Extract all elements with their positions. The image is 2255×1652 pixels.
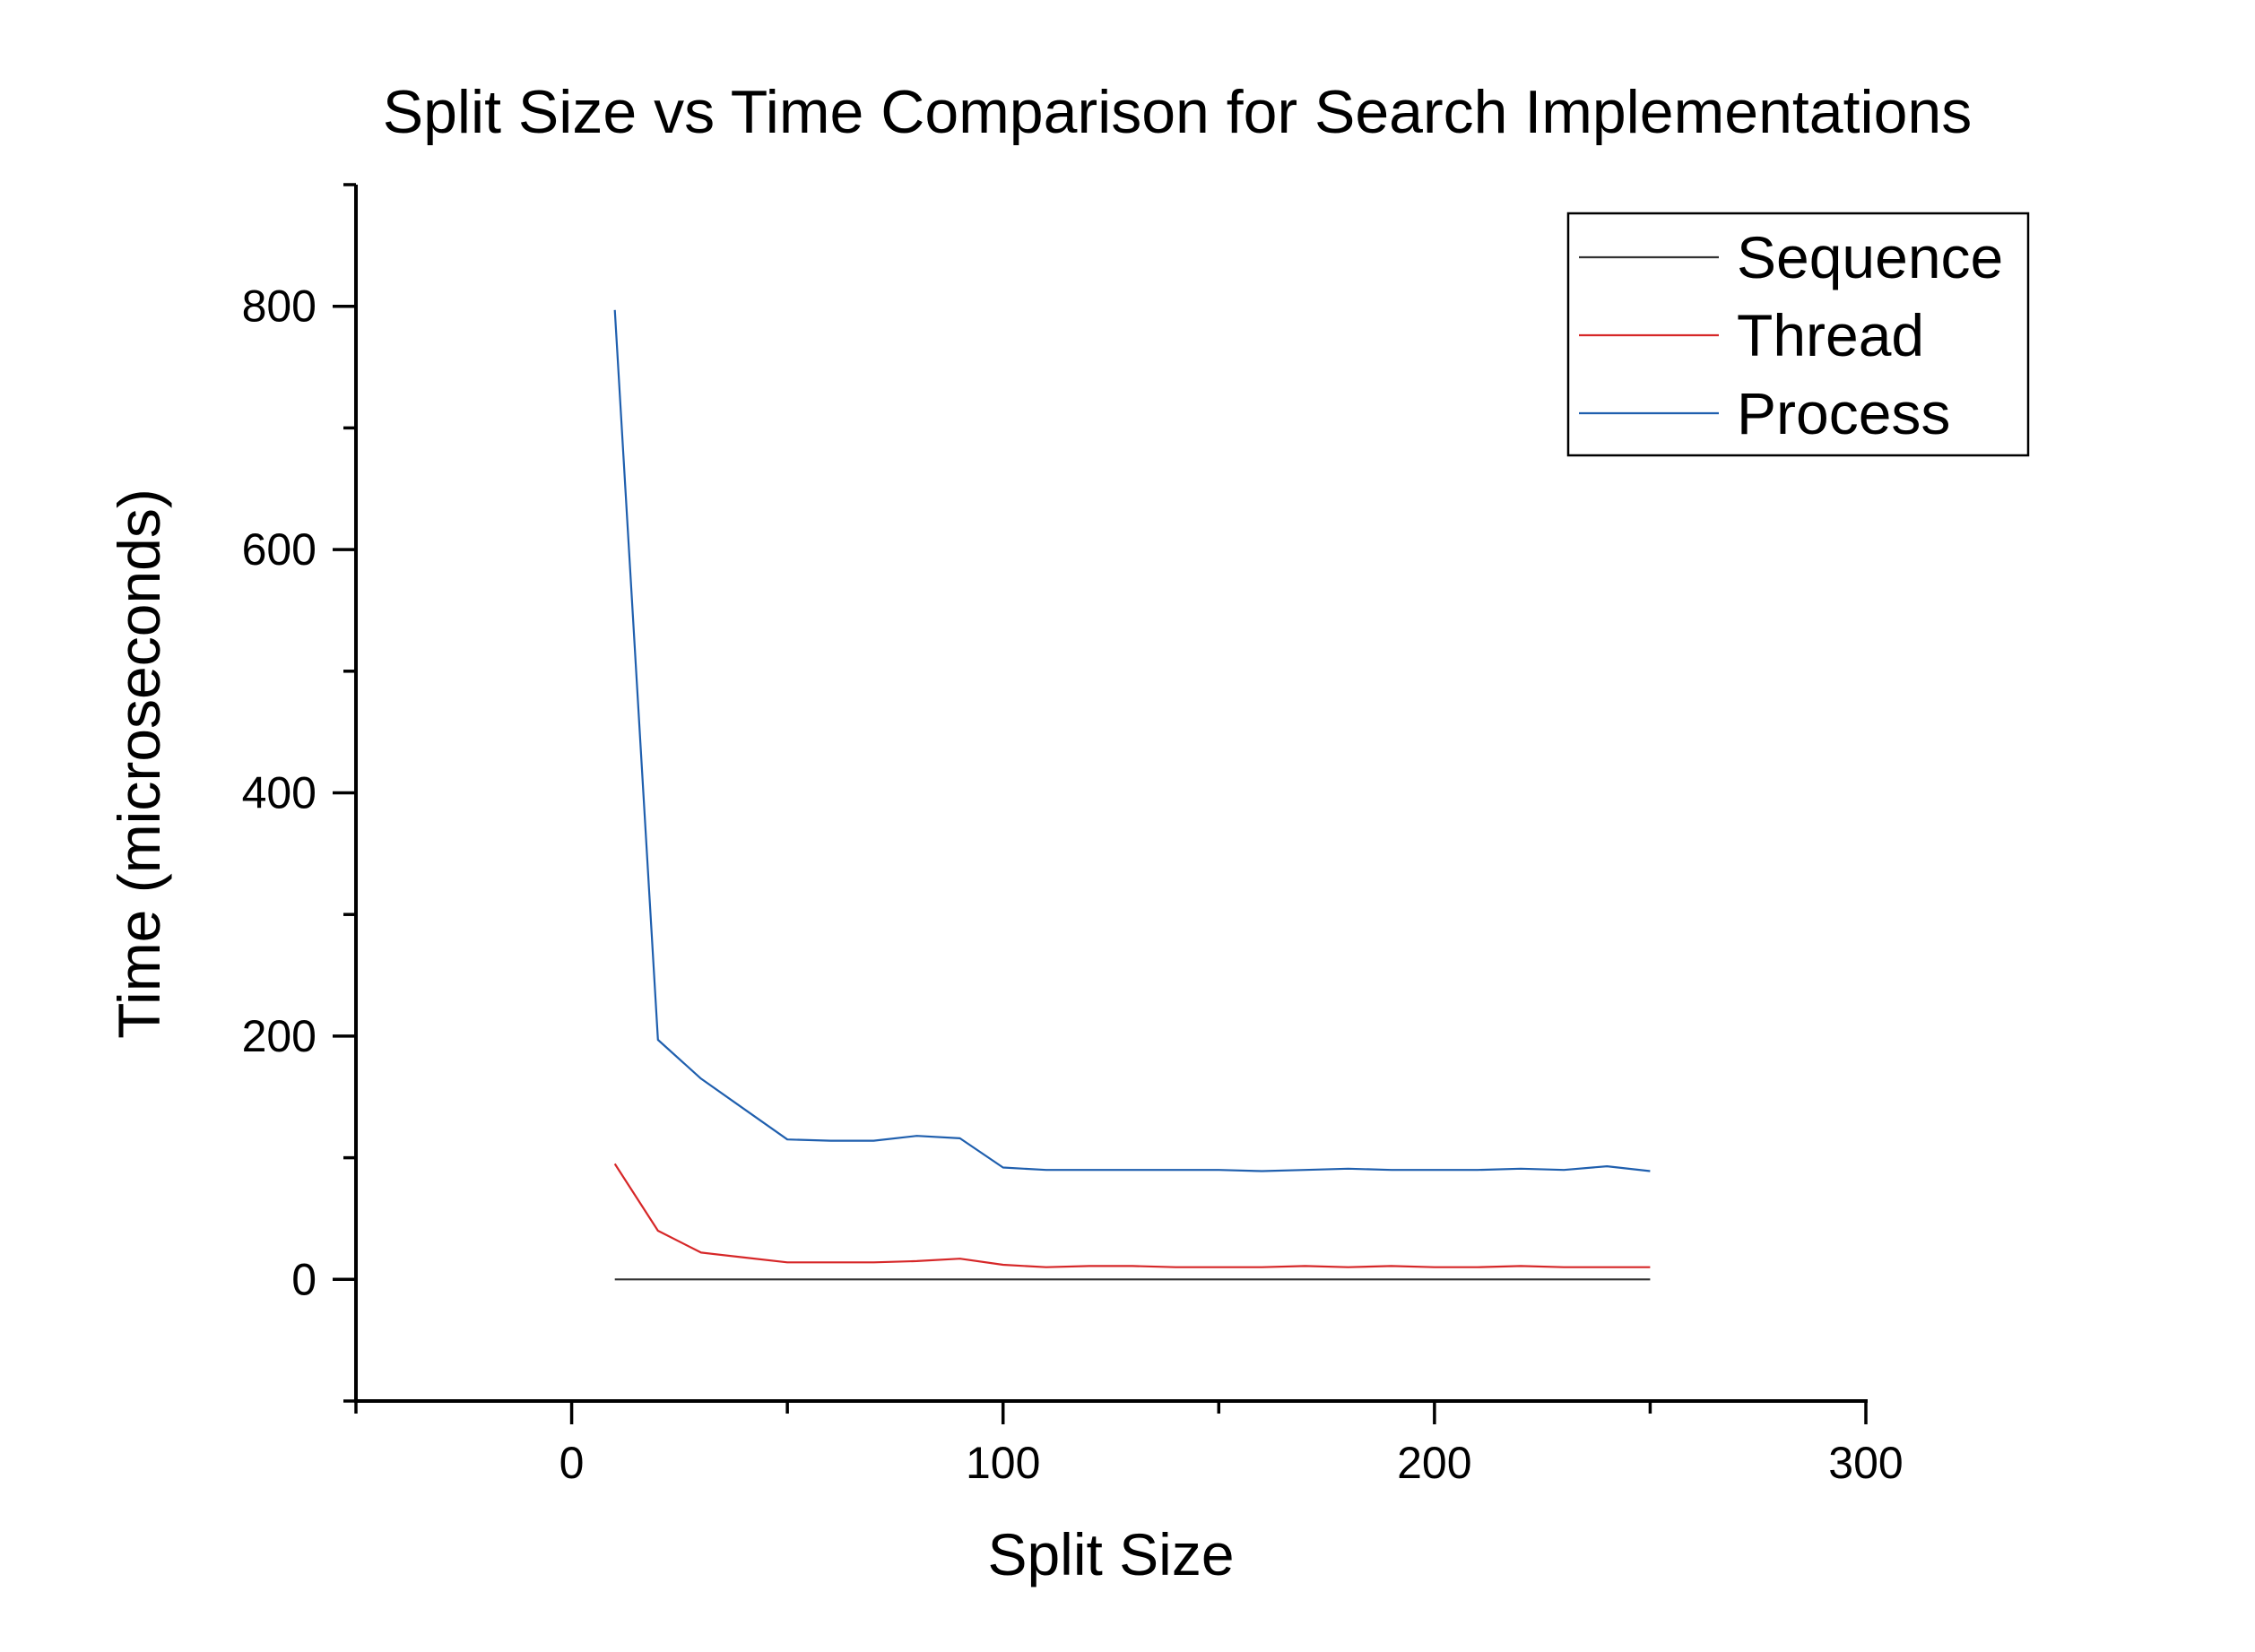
y-tick-label: 400 (242, 768, 317, 818)
series-line-process (613, 309, 1651, 1172)
legend-label-sequence: Sequence (1737, 224, 2003, 290)
y-tick-label: 200 (242, 1011, 317, 1061)
axes: 0 200 400 600 800 0 100 200 300 (242, 183, 1904, 1488)
legend-items: Sequence Thread Process (1579, 224, 2003, 446)
x-ticks: 0 100 200 300 (354, 1401, 1904, 1488)
legend: Sequence Thread Process (1566, 212, 2030, 457)
chart-title: Split Size vs Time Comparison for Search… (383, 78, 1972, 146)
x-tick-label: 100 (966, 1438, 1040, 1488)
y-ticks: 0 200 400 600 800 (242, 183, 356, 1403)
y-tick-label: 600 (242, 524, 317, 575)
y-axis-label: Time (microseconds) (106, 489, 172, 1039)
x-axis-label: Split Size (987, 1521, 1234, 1587)
x-tick-label: 200 (1397, 1438, 1471, 1488)
x-tick-label: 300 (1828, 1438, 1903, 1488)
series-lines (613, 309, 1651, 1281)
x-tick-label: 0 (559, 1438, 585, 1488)
series-line-thread (613, 1163, 1651, 1268)
y-tick-label: 0 (291, 1254, 317, 1304)
legend-label-thread: Thread (1737, 302, 1924, 368)
y-tick-label: 800 (242, 281, 317, 332)
legend-label-process: Process (1737, 380, 1950, 446)
